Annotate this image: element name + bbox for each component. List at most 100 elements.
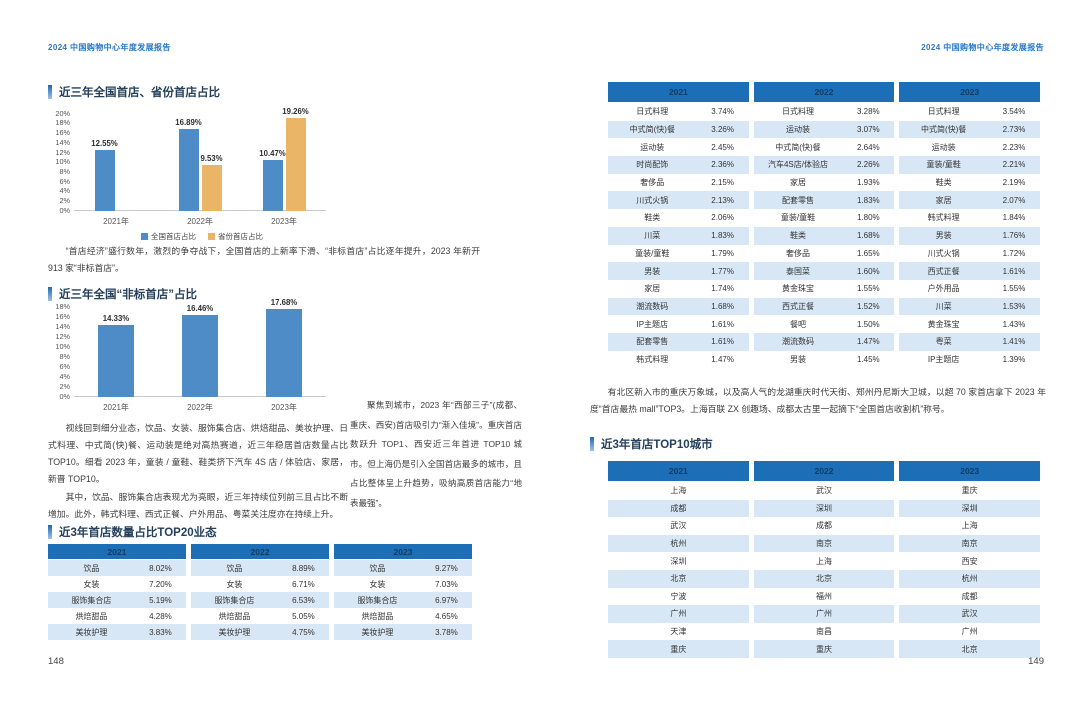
bar-groups: 12.55% 16.89% 9.53% 10.47% 19.26%: [74, 100, 326, 211]
value-cell: 1.55%: [856, 284, 880, 294]
table-cell-group: 美妆护理 4.75%: [191, 624, 329, 640]
table-cell-group: 上海: [899, 517, 1040, 535]
table-cell-group: 饮品 9.27%: [334, 560, 472, 576]
y-axis-tick-label: 6%: [59, 361, 70, 371]
table-header-cell: 2021: [608, 461, 749, 481]
table-cell-group: 烘焙甜品 4.28%: [48, 608, 186, 624]
bar-value-label: 9.53%: [200, 153, 223, 163]
table-cell-group: 福州: [754, 588, 895, 606]
table-cell-group: 烘焙甜品 5.05%: [191, 608, 329, 624]
value-cell: 2.45%: [711, 142, 734, 152]
city-cell: 重庆: [816, 644, 832, 654]
table-cell-group: 运动装 2.45%: [608, 138, 749, 156]
table-cell-group: 鞋类 1.68%: [753, 226, 895, 245]
table-cell-group: 黄金珠宝 1.55%: [754, 280, 895, 298]
y-axis-tick-label: 14%: [55, 137, 70, 147]
category-cell: 中式简(快)餐: [920, 125, 967, 135]
value-cell: 5.19%: [149, 595, 172, 605]
value-cell: 2.07%: [1002, 195, 1026, 205]
table-row: 美妆护理 3.83% 美妆护理 4.75% 美妆护理 3.78%: [48, 624, 472, 640]
table-cell-group: 北京: [608, 569, 749, 588]
paragraph-first-store-economy: “首店经济”盛行数年，激烈的争夺战下，全国首店的上新率下滑、“非标首店”占比逐年…: [48, 243, 480, 277]
value-cell: 8.02%: [149, 563, 172, 573]
y-axis-tick-label: 4%: [59, 186, 70, 196]
section-marker-icon: [48, 287, 52, 301]
value-cell: 2.73%: [1002, 125, 1026, 135]
chart-bar: [98, 325, 134, 397]
city-cell: 宁波: [670, 591, 687, 601]
value-cell: 2.64%: [856, 142, 880, 152]
city-cell: 深圳: [816, 503, 832, 513]
chart-plot-area: 0% 2% 4% 6% 8% 10% 12% 14% 16% 18% 20% 12.55% 16.89%…: [48, 100, 330, 227]
chart-bar: [285, 117, 306, 211]
value-cell: 6.97%: [435, 595, 458, 605]
city-cell: 南京: [961, 539, 978, 549]
page-number-left: 148: [48, 656, 64, 667]
y-axis-tick-label: 0%: [59, 391, 70, 401]
table-cell-group: 美妆护理 3.83%: [48, 624, 186, 640]
table-cell-group: 重庆: [753, 640, 895, 658]
category-cell: 泰国菜: [785, 266, 810, 276]
category-cell: 鞋类: [644, 213, 661, 223]
table-row: 武汉 成都 上海: [608, 517, 1040, 535]
table-cell-group: 北京: [753, 569, 895, 588]
table-cell-group: 女装 6.71%: [191, 576, 329, 592]
table-cell-group: 女装 7.20%: [48, 576, 186, 592]
category-cell: 饮品: [369, 563, 386, 573]
paragraph-text: 视线回到细分业态，饮品、女装、服饰集合店、烘焙甜品、美妆护理、日式料理、中式简(…: [48, 423, 348, 485]
bar-with-label: 16.46%: [182, 304, 218, 397]
city-cell: 天津: [670, 627, 687, 637]
category-cell: 运动装: [640, 142, 665, 152]
table-header-cell: 2023: [899, 82, 1041, 102]
bar-group: 12.55%: [74, 139, 158, 211]
category-cell: 美妆护理: [75, 627, 108, 637]
table-top20-categories-rows1-5: 2021 2022 2023 饮品 8.02% 饮品 8.89% 饮品 9.27% 女装 7.20%…: [48, 544, 472, 640]
value-cell: 3.07%: [856, 125, 880, 135]
table-cell-group: 鞋类 2.06%: [608, 209, 749, 227]
table-cell-group: 广州: [753, 605, 895, 623]
category-cell: 服饰集合店: [71, 595, 112, 605]
category-cell: 奢侈品: [785, 248, 810, 258]
section-marker-icon: [48, 85, 52, 99]
city-cell: 北京: [816, 574, 832, 584]
value-cell: 1.83%: [856, 195, 880, 205]
table-cell-group: 南昌: [754, 623, 895, 641]
table-top20-categories-rows6-20: 2021 2022 2023 日式料理 3.74% 日式料理 3.28% 日式料理 3.54% 中…: [608, 82, 1041, 368]
chart-bar: [262, 160, 283, 211]
category-cell: 男装: [789, 354, 806, 364]
bar-with-label: 16.89%: [175, 118, 202, 211]
value-cell: 1.74%: [711, 284, 734, 294]
y-axis-tick-label: 2%: [59, 381, 70, 391]
category-cell: 潮流数码: [636, 301, 669, 311]
legend-label: 省份首店占比: [218, 232, 263, 241]
x-axis-line: [74, 210, 326, 211]
table-cell-group: 潮流数码 1.47%: [753, 332, 895, 351]
value-cell: 1.93%: [856, 178, 880, 188]
category-cell: 日式料理: [781, 107, 814, 117]
table-cell-group: 日式料理 3.28%: [754, 103, 895, 121]
paragraph-text: “首店经济”盛行数年，激烈的争夺战下，全国首店的上新率下滑、“非标首店”占比逐年…: [48, 246, 480, 274]
value-cell: 1.68%: [711, 301, 734, 311]
table-row: 潮流数码 1.68% 西式正餐 1.52% 川菜 1.53%: [608, 297, 1041, 316]
bar-group: 16.46%: [158, 304, 242, 397]
bar-group: 16.89% 9.53%: [158, 118, 242, 211]
table-row: 杭州 南京 南京: [608, 534, 1041, 553]
category-cell: 餐吧: [789, 319, 806, 329]
table-cell-group: 奢侈品 2.15%: [608, 174, 749, 192]
bar-with-label: 12.55%: [91, 139, 118, 211]
table-header-cell: 2023: [334, 544, 472, 559]
table-cell-group: 男装 1.76%: [899, 226, 1041, 245]
y-axis-tick-label: 6%: [59, 176, 70, 186]
legend-item: 全国首店占比: [141, 231, 196, 242]
table-row: 广州 广州 武汉: [608, 605, 1041, 623]
legend-swatch-icon: [141, 233, 148, 240]
city-cell: 深圳: [961, 503, 978, 513]
table-header-cell: 2021: [48, 544, 186, 559]
section-title-text: 近3年首店TOP10城市: [601, 439, 713, 451]
table-top10-cities: 2021 2022 2023 上海 武汉 重庆 成都 深圳 深圳 武汉 成都 上海 杭州 南京 南京 深圳 上海…: [608, 461, 1041, 658]
value-cell: 1.50%: [856, 319, 880, 329]
table-header-cell: 2021: [608, 82, 749, 102]
category-cell: 汽车4S店/体验店: [767, 160, 828, 170]
value-cell: 1.83%: [711, 231, 734, 241]
category-cell: 奢侈品: [640, 178, 665, 188]
